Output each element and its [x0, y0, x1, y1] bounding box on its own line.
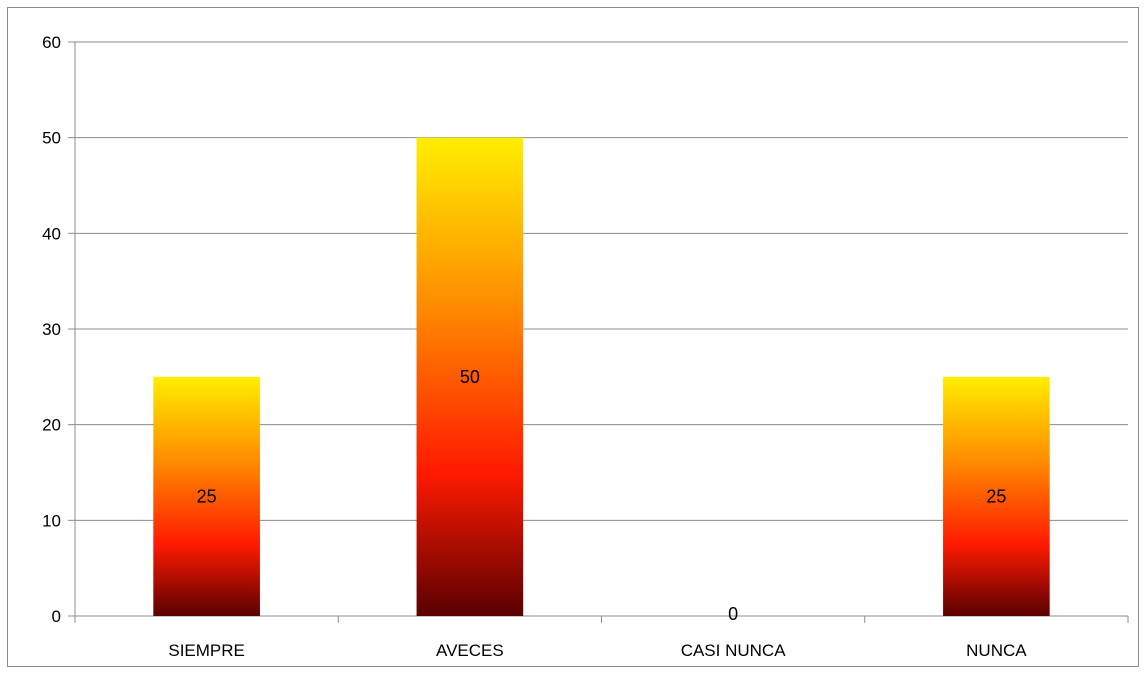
- y-tick-label-40: 40: [42, 224, 61, 243]
- category-label-nunca: NUNCA: [966, 641, 1027, 660]
- data-label-nunca: 25: [986, 486, 1006, 506]
- category-label-siempre: SIEMPRE: [168, 641, 245, 660]
- y-tick-label-0: 0: [52, 607, 61, 626]
- bar-nunca: [943, 376, 1050, 616]
- data-label-aveces: 50: [460, 367, 480, 387]
- labels: 0 10 20 30 40 50 60 25 SIEMPRE 50 AVECES 0 CASI NUNC…: [42, 33, 1027, 660]
- y-tick-label-10: 10: [42, 511, 61, 530]
- bar-aveces: [416, 137, 524, 616]
- y-tick-label-30: 30: [42, 320, 61, 339]
- category-label-aveces: AVECES: [436, 641, 504, 660]
- category-label-casi-nunca: CASI NUNCA: [681, 641, 787, 660]
- y-tick-label-60: 60: [42, 33, 61, 52]
- y-tick-label-20: 20: [42, 416, 61, 435]
- y-tick-label-50: 50: [42, 129, 61, 148]
- data-label-siempre: 25: [197, 486, 217, 506]
- bar-siempre: [153, 376, 260, 616]
- bars: [153, 137, 1050, 616]
- data-label-casi-nunca: 0: [728, 604, 738, 624]
